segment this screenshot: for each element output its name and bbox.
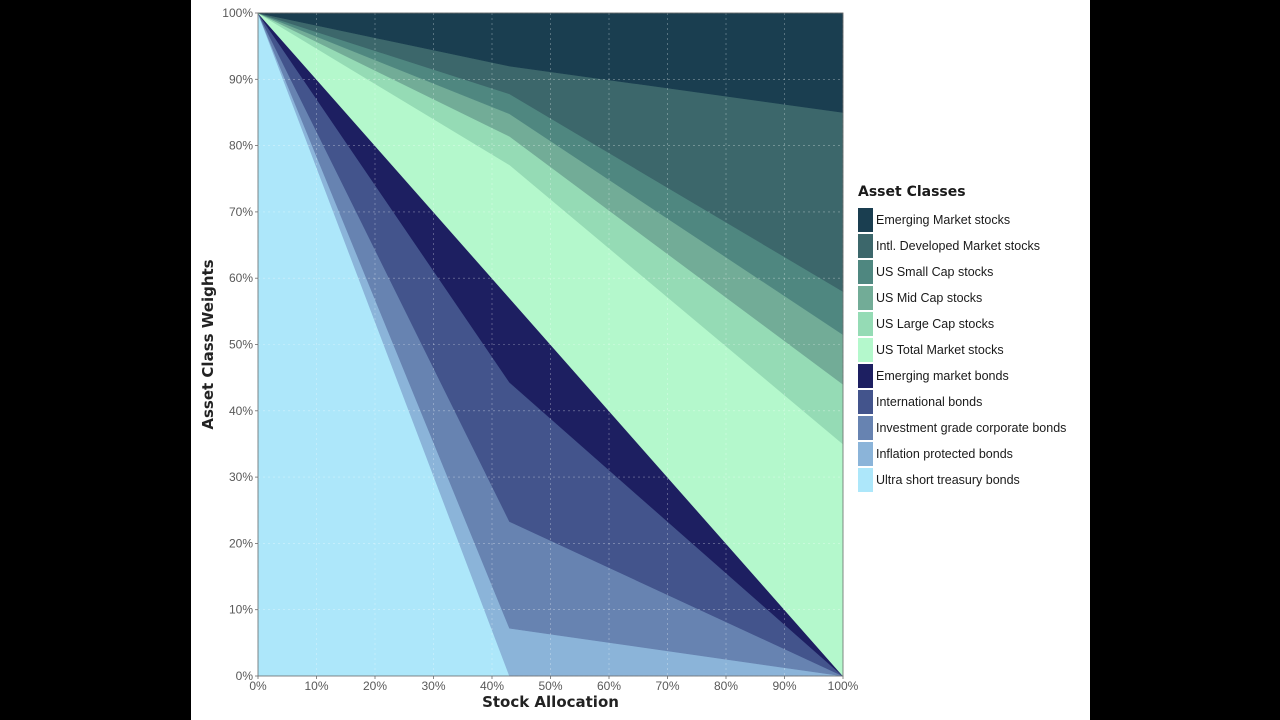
legend-items: Emerging Market stocks Intl. Developed Ma… xyxy=(858,207,1066,493)
x-tick-label: 20% xyxy=(363,679,387,693)
y-tick-label: 60% xyxy=(229,271,253,285)
legend-item-us-mid-cap-stocks: US Mid Cap stocks xyxy=(858,285,1066,311)
legend-swatch xyxy=(858,442,873,466)
y-axis: 0% 10% 20% 30% 40% 50% 60% 70% 80% 90% 100% xyxy=(222,6,258,683)
x-tick-label: 50% xyxy=(538,679,562,693)
legend-label: Emerging Market stocks xyxy=(876,213,1011,227)
x-tick-label: 80% xyxy=(714,679,738,693)
x-tick-label: 60% xyxy=(597,679,621,693)
legend-title: Asset Classes xyxy=(858,184,966,200)
x-tick-label: 0% xyxy=(249,679,267,693)
legend-item-investment-grade-corporate-bonds: Investment grade corporate bonds xyxy=(858,415,1066,441)
y-axis-title: Asset Class Weights xyxy=(199,259,217,429)
x-tick-label: 30% xyxy=(421,679,445,693)
legend-item-inflation-protected-bonds: Inflation protected bonds xyxy=(858,441,1066,467)
x-tick-label: 100% xyxy=(828,679,859,693)
x-axis: 0% 10% 20% 30% 40% 50% 60% 70% 80% 90% 100% xyxy=(249,676,859,693)
legend-label: US Small Cap stocks xyxy=(876,265,994,279)
chart-frame: 0% 10% 20% 30% 40% 50% 60% 70% 80% 90% 100% 0% 10% 2… xyxy=(191,0,1090,720)
chart: 0% 10% 20% 30% 40% 50% 60% 70% 80% 90% 100% 0% 10% 2… xyxy=(199,6,859,711)
area-layer xyxy=(257,12,844,677)
legend-item-us-large-cap-stocks: US Large Cap stocks xyxy=(858,311,1066,337)
legend-swatch xyxy=(858,312,873,336)
x-tick-label: 40% xyxy=(480,679,504,693)
legend-label: Ultra short treasury bonds xyxy=(876,473,1020,487)
legend-item-emerging-market-stocks: Emerging Market stocks xyxy=(858,207,1066,233)
legend-label: International bonds xyxy=(876,395,983,409)
y-tick-label: 90% xyxy=(229,72,253,86)
legend-item-emerging-market-bonds: Emerging market bonds xyxy=(858,363,1066,389)
legend-item-us-small-cap-stocks: US Small Cap stocks xyxy=(858,259,1066,285)
legend-item-ultra-short-treasury-bonds: Ultra short treasury bonds xyxy=(858,467,1066,493)
x-tick-label: 10% xyxy=(304,679,328,693)
y-tick-label: 40% xyxy=(229,404,253,418)
legend: Asset Classes Emerging Market stocks Intl… xyxy=(858,184,1066,493)
legend-label: US Mid Cap stocks xyxy=(876,291,983,305)
legend-swatch xyxy=(858,390,873,414)
legend-swatch xyxy=(858,260,873,284)
legend-label: Emerging market bonds xyxy=(876,369,1009,383)
legend-swatch xyxy=(858,416,873,440)
legend-label: Intl. Developed Market stocks xyxy=(876,239,1040,253)
legend-label: US Large Cap stocks xyxy=(876,317,995,331)
y-tick-label: 10% xyxy=(229,603,253,617)
y-tick-label: 30% xyxy=(229,470,253,484)
y-tick-label: 70% xyxy=(229,205,253,219)
legend-swatch xyxy=(858,208,873,232)
legend-swatch xyxy=(858,234,873,258)
x-tick-label: 90% xyxy=(772,679,796,693)
legend-item-international-bonds: International bonds xyxy=(858,389,1066,415)
legend-swatch xyxy=(858,286,873,310)
y-tick-label: 100% xyxy=(222,6,253,20)
x-tick-label: 70% xyxy=(655,679,679,693)
y-tick-label: 20% xyxy=(229,536,253,550)
x-axis-title: Stock Allocation xyxy=(482,693,619,711)
legend-swatch xyxy=(858,468,873,492)
legend-item-intl-developed-market-stocks: Intl. Developed Market stocks xyxy=(858,233,1066,259)
y-tick-label: 80% xyxy=(229,139,253,153)
legend-swatch xyxy=(858,364,873,388)
legend-label: Investment grade corporate bonds xyxy=(876,421,1067,435)
legend-label: US Total Market stocks xyxy=(876,343,1004,357)
y-tick-label: 50% xyxy=(229,338,253,352)
legend-label: Inflation protected bonds xyxy=(876,447,1013,461)
legend-item-us-total-market-stocks: US Total Market stocks xyxy=(858,337,1066,363)
y-tick-label: 0% xyxy=(236,669,254,683)
legend-swatch xyxy=(858,338,873,362)
